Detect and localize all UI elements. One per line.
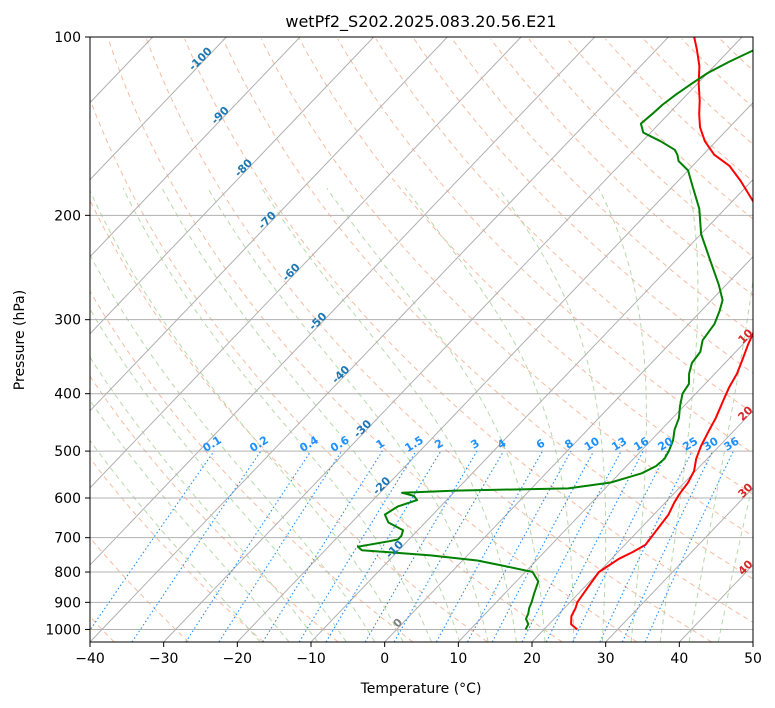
dry-adiabat-line <box>566 38 753 220</box>
sounding-series <box>356 37 753 631</box>
moist-adiabat-line <box>161 187 461 642</box>
isotherm-gridline <box>90 37 375 335</box>
dry-adiabat-line <box>90 199 488 642</box>
x-tick-label: 10 <box>449 651 467 667</box>
y-tick-label: 500 <box>54 444 81 460</box>
moist-adiabat-line <box>90 399 290 642</box>
moist-adiabat-line <box>90 308 347 642</box>
y-tick-label: 300 <box>54 313 81 329</box>
moist-adiabat-line <box>497 187 607 642</box>
x-tick-label: −40 <box>75 651 105 667</box>
mixing-ratio-lines <box>90 450 734 642</box>
isotherm-gridline <box>90 37 596 566</box>
dry-adiabat-line <box>90 97 563 642</box>
temperature-line <box>570 37 753 631</box>
isotherm-gridline <box>90 37 669 642</box>
dry-adiabat-line <box>90 290 414 642</box>
mixing-ratio-line <box>545 450 644 642</box>
dry-adiabat-line <box>90 536 190 642</box>
x-tick-label: 30 <box>597 651 615 667</box>
moist-adiabat-line <box>404 187 575 642</box>
dry-adiabat-line <box>451 38 753 335</box>
moist-adiabat-line <box>598 187 647 642</box>
moist-adiabat-line <box>207 187 489 642</box>
isotherm-gridline <box>605 487 753 642</box>
x-tick-label: 0 <box>380 651 389 667</box>
x-tick-label: 20 <box>523 651 541 667</box>
x-tick-label: 40 <box>670 651 688 667</box>
moist-adiabats <box>90 187 753 642</box>
dry-adiabat-line <box>222 38 753 580</box>
y-tick-label: 800 <box>54 565 81 581</box>
dewpoint-line <box>356 49 753 630</box>
dry-adiabat-line <box>298 38 753 496</box>
y-tick-label: 400 <box>54 387 81 403</box>
mixing-ratio-line <box>435 450 543 642</box>
x-tick-label: −10 <box>296 651 326 667</box>
dry-adiabat-line <box>490 38 753 296</box>
isotherm-gridline <box>236 101 753 642</box>
x-tick-label: −20 <box>223 651 253 667</box>
mixing-ratio-line <box>572 450 668 642</box>
isotherm-gridline <box>90 37 522 489</box>
x-tick-label: 50 <box>744 651 762 667</box>
dry-adiabat-line <box>90 457 264 642</box>
y-tick-label: 200 <box>54 208 81 224</box>
mixing-ratio-line <box>90 450 215 631</box>
x-axis-title: Temperature (°C) <box>360 681 482 697</box>
moist-adiabat-line <box>90 439 261 642</box>
mixing-ratio-line <box>467 450 572 642</box>
dry-adiabat-line <box>337 38 753 455</box>
moist-adiabat-line <box>688 277 753 642</box>
y-tick-label: 1000 <box>45 622 81 638</box>
moist-adiabat-line <box>659 188 699 642</box>
dry-adiabat-line <box>528 38 753 258</box>
mixing-ratio-line <box>185 450 312 642</box>
x-tick-label: −30 <box>149 651 179 667</box>
y-tick-label: 100 <box>54 30 81 46</box>
mixing-ratio-line <box>491 450 595 642</box>
moist-adiabat-line <box>717 480 753 642</box>
dry-adiabat-line <box>146 38 712 642</box>
y-axis-ticks: 1000 900 800 700 600 500 400 300 200 100 <box>45 30 90 638</box>
y-tick-label: 700 <box>54 531 81 547</box>
dry-adiabat-line <box>413 38 753 374</box>
isotherm-gridline <box>457 333 753 642</box>
moist-adiabat-line <box>90 253 376 642</box>
isotherm-gridline <box>310 178 753 642</box>
mixing-ratio-line <box>218 450 343 642</box>
mixing-ratio-line <box>298 450 417 642</box>
mixing-ratio-line <box>131 450 262 642</box>
y-tick-label: 900 <box>54 595 81 611</box>
plot-frame <box>89 36 754 643</box>
isotherm-gridline <box>90 37 448 412</box>
moist-adiabat-line <box>326 187 546 642</box>
moist-adiabat-line <box>90 189 404 642</box>
moist-adiabat-line <box>90 356 319 642</box>
isotherm-gridline <box>531 410 753 642</box>
y-axis-title: Pressure (hPa) <box>12 290 28 390</box>
gridlines <box>90 37 753 642</box>
isotherm-gridline <box>90 37 301 258</box>
x-axis-ticks: −40 −30 −20 −10 0 10 20 30 40 50 <box>75 642 762 667</box>
moist-adiabat-line <box>122 187 432 642</box>
isotherm-gridline <box>163 37 743 642</box>
y-tick-label: 600 <box>54 491 81 507</box>
dry-adiabat-line <box>375 38 753 414</box>
moist-adiabat-line <box>261 187 517 642</box>
chart-title: wetPf2_S202.2025.083.20.56.E21 <box>285 12 556 32</box>
dry-adiabat-line <box>260 38 753 537</box>
isotherm-gridline <box>384 255 753 642</box>
isotherm-gridline <box>90 37 227 181</box>
